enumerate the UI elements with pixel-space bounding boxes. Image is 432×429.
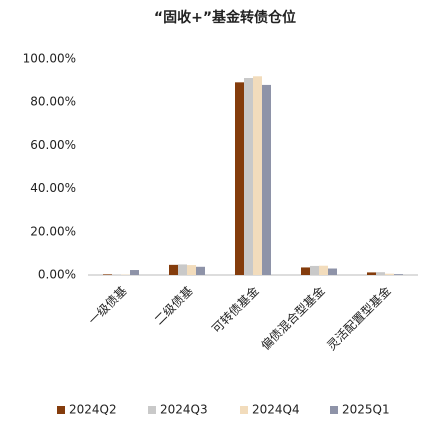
bar bbox=[376, 272, 385, 275]
legend-label: 2025Q1 bbox=[342, 403, 390, 417]
bar bbox=[385, 273, 394, 275]
x-tick-label: 灵活配置型基金 bbox=[324, 283, 394, 353]
bar bbox=[328, 268, 337, 275]
x-tick-label: 一级债基 bbox=[86, 284, 130, 328]
bar bbox=[367, 272, 376, 275]
legend-swatch bbox=[57, 406, 65, 414]
y-tick-label: 100.00% bbox=[23, 52, 76, 66]
bar bbox=[130, 270, 139, 275]
legend-swatch bbox=[240, 406, 248, 414]
bar bbox=[235, 82, 244, 275]
bar bbox=[394, 274, 403, 275]
legend-swatch bbox=[330, 406, 338, 414]
x-tick-label: 偏债混合型基金 bbox=[258, 283, 328, 353]
legend-label: 2024Q2 bbox=[69, 403, 117, 417]
bar bbox=[253, 76, 262, 275]
x-tick-label: 二级债基 bbox=[152, 284, 196, 328]
bar bbox=[262, 84, 271, 275]
y-tick-label: 20.00% bbox=[30, 224, 76, 238]
bar bbox=[310, 265, 319, 275]
bar bbox=[103, 274, 112, 275]
chart-title: “固收+”基金转债仓位 bbox=[154, 9, 296, 26]
y-tick-label: 80.00% bbox=[30, 95, 76, 109]
bar bbox=[196, 266, 205, 275]
bar bbox=[319, 265, 328, 275]
y-tick-label: 0.00% bbox=[38, 268, 76, 282]
bar bbox=[301, 267, 310, 275]
x-tick-label: 可转债基金 bbox=[209, 283, 262, 336]
y-tick-label: 60.00% bbox=[30, 138, 76, 152]
bar bbox=[178, 264, 187, 275]
legend-swatch bbox=[148, 406, 156, 414]
bar bbox=[244, 78, 253, 276]
bar bbox=[169, 264, 178, 275]
y-tick-label: 40.00% bbox=[30, 181, 76, 195]
legend-label: 2024Q3 bbox=[160, 403, 208, 417]
bar bbox=[187, 265, 196, 275]
legend-label: 2024Q4 bbox=[252, 403, 300, 417]
